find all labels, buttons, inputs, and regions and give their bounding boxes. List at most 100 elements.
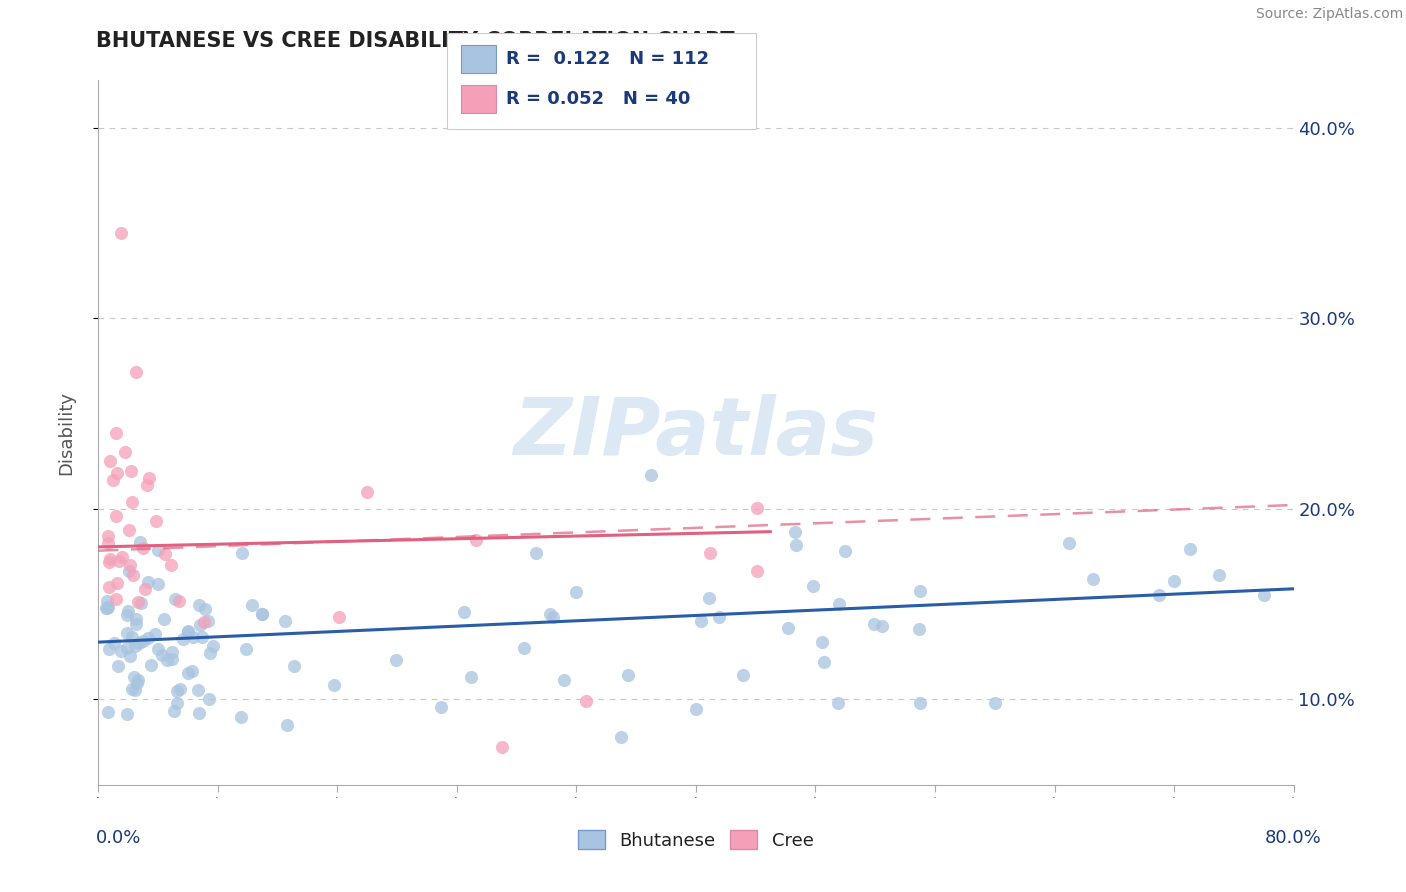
Point xyxy=(172,632,194,646)
Point xyxy=(191,630,214,644)
Point xyxy=(136,574,159,589)
Point xyxy=(200,647,222,661)
Point xyxy=(105,425,128,440)
Point xyxy=(111,550,134,565)
Point xyxy=(776,621,799,635)
Y-axis label: Disability: Disability xyxy=(56,391,75,475)
Point xyxy=(166,697,188,711)
Point xyxy=(127,673,149,687)
Point xyxy=(240,598,263,612)
Point xyxy=(491,739,513,754)
Point xyxy=(785,524,807,539)
Legend: Bhutanese, Cree: Bhutanese, Cree xyxy=(571,823,821,857)
Point xyxy=(146,642,169,657)
Point xyxy=(187,682,209,697)
Point xyxy=(145,627,167,641)
Text: 80.0%: 80.0% xyxy=(1265,829,1322,847)
Point xyxy=(181,631,204,645)
Point xyxy=(541,610,564,624)
Point xyxy=(453,605,475,619)
Point xyxy=(118,558,141,573)
Point xyxy=(1163,574,1185,589)
Point xyxy=(1178,541,1201,556)
Point xyxy=(699,546,721,560)
Point xyxy=(127,595,149,609)
Point xyxy=(201,639,224,653)
Point xyxy=(785,538,807,552)
Point xyxy=(177,624,200,639)
Point xyxy=(122,671,145,685)
Point xyxy=(685,702,707,716)
Point xyxy=(105,592,128,607)
Point xyxy=(114,444,136,458)
Point xyxy=(98,454,122,468)
Point xyxy=(125,675,148,690)
Point xyxy=(553,673,575,687)
Point xyxy=(813,655,835,669)
Point xyxy=(180,664,202,678)
Point xyxy=(283,659,305,673)
Point xyxy=(538,607,561,621)
Point xyxy=(117,604,139,618)
Point xyxy=(97,599,120,614)
Point xyxy=(908,696,931,710)
Point xyxy=(356,485,378,500)
Point xyxy=(94,601,117,615)
Point xyxy=(97,705,120,719)
Point xyxy=(231,710,253,724)
Text: BHUTANESE VS CREE DISABILITY CORRELATION CHART: BHUTANESE VS CREE DISABILITY CORRELATION… xyxy=(96,31,734,51)
Text: Source: ZipAtlas.com: Source: ZipAtlas.com xyxy=(1256,7,1403,21)
Point xyxy=(96,593,118,607)
Point xyxy=(108,554,131,568)
Point xyxy=(984,696,1007,710)
Point xyxy=(697,591,720,605)
Point xyxy=(745,565,768,579)
Text: R =  0.122   N = 112: R = 0.122 N = 112 xyxy=(506,50,709,68)
Point xyxy=(188,617,211,632)
Point xyxy=(166,684,188,698)
Point xyxy=(131,596,153,610)
Point xyxy=(908,622,931,636)
Point xyxy=(107,466,129,480)
Point xyxy=(465,533,488,547)
Point xyxy=(690,615,713,629)
Point xyxy=(194,602,217,616)
Point xyxy=(146,542,169,557)
Point xyxy=(801,579,824,593)
Point xyxy=(97,536,120,550)
Point xyxy=(105,509,128,524)
Point xyxy=(574,694,596,708)
Point xyxy=(160,558,183,573)
Point xyxy=(460,670,482,684)
Point xyxy=(231,546,253,560)
Point xyxy=(103,473,125,487)
Point xyxy=(165,591,187,606)
Point xyxy=(193,615,215,629)
Point xyxy=(870,619,893,633)
Point xyxy=(863,617,886,632)
Point xyxy=(139,657,162,672)
Text: ZIPatlas: ZIPatlas xyxy=(513,393,879,472)
Point xyxy=(617,667,640,681)
Point xyxy=(115,640,138,655)
Text: R = 0.052   N = 40: R = 0.052 N = 40 xyxy=(506,90,690,108)
Point xyxy=(153,612,176,626)
Point xyxy=(107,659,129,673)
Text: 0.0%: 0.0% xyxy=(96,829,141,847)
Point xyxy=(160,652,183,666)
Point xyxy=(121,495,143,509)
Point xyxy=(156,653,179,667)
Point xyxy=(513,640,536,655)
Point xyxy=(120,464,142,478)
Point xyxy=(110,226,132,240)
Point xyxy=(125,617,148,632)
Point xyxy=(322,678,344,692)
Point xyxy=(328,610,350,624)
Point xyxy=(98,580,121,594)
Point xyxy=(138,471,160,485)
Point xyxy=(122,568,145,582)
Point xyxy=(1149,588,1171,602)
Point xyxy=(115,706,138,721)
Point xyxy=(908,584,931,599)
Point xyxy=(1081,572,1104,586)
